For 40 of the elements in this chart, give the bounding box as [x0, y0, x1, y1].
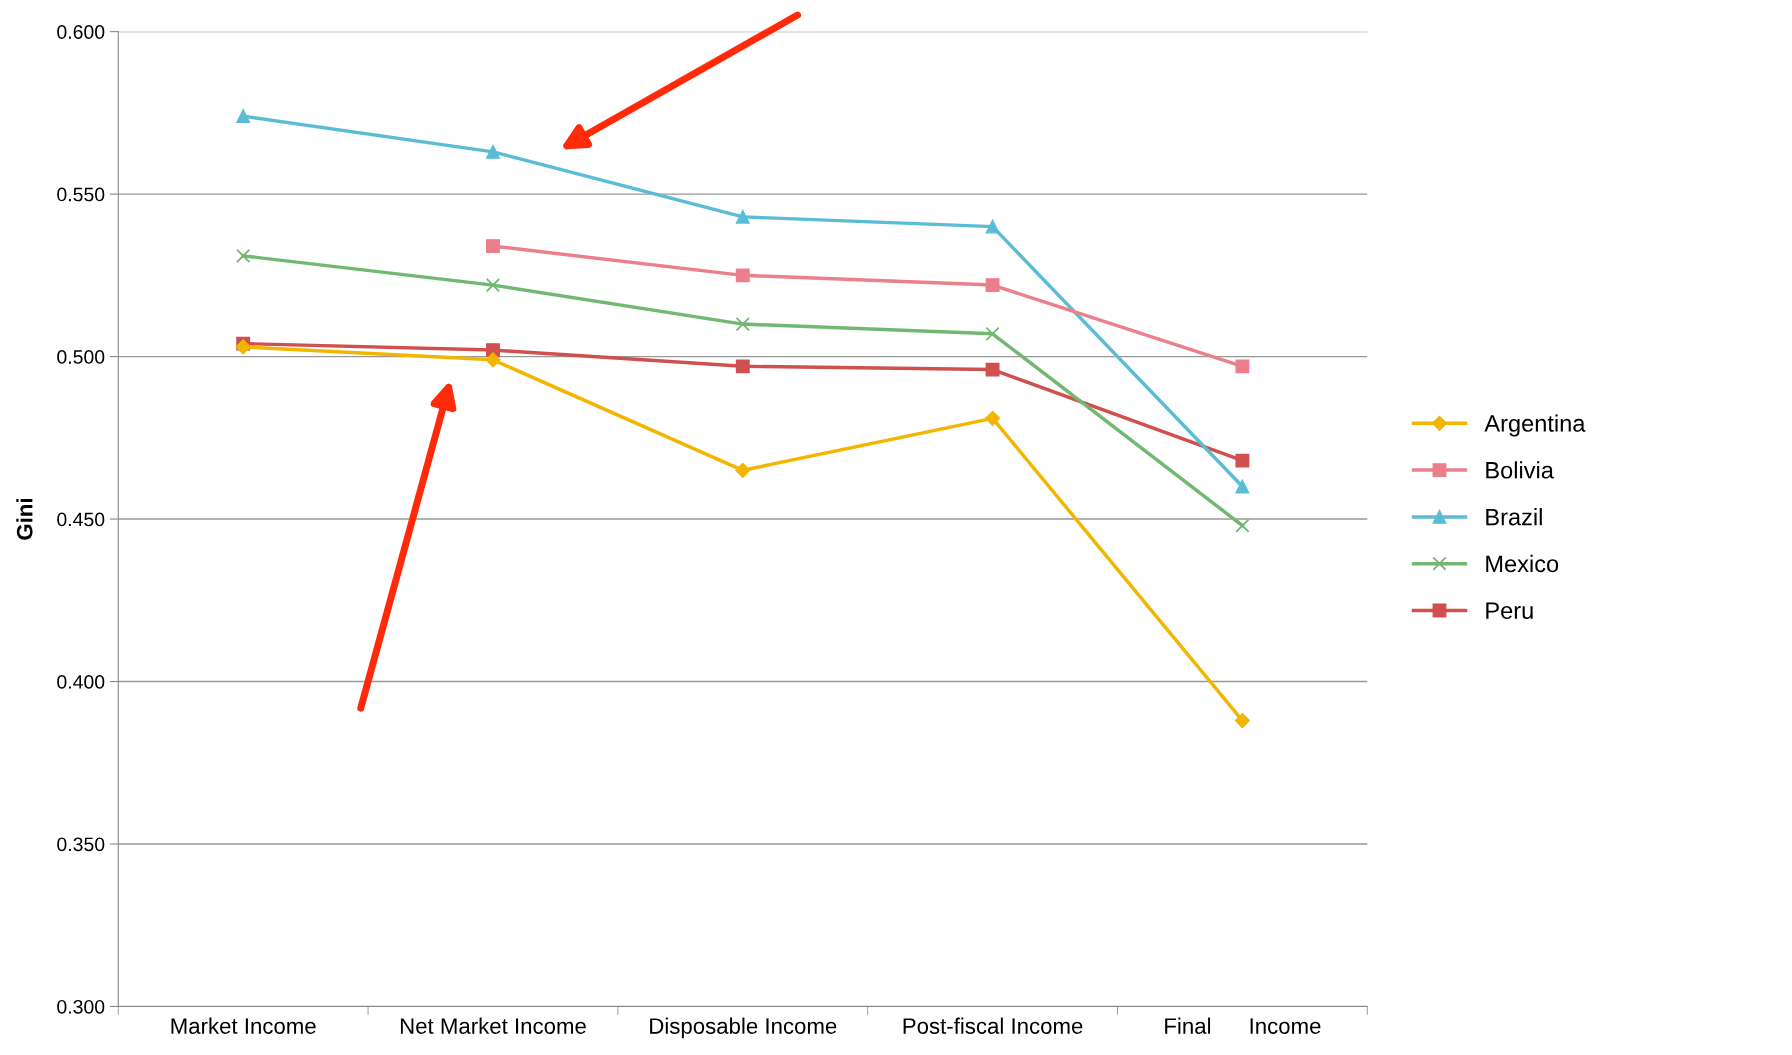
x-tick-label: Final Income	[1165, 1017, 1321, 1034]
legend-label: Mexico	[1486, 554, 1559, 573]
point	[1235, 453, 1250, 468]
point	[236, 248, 251, 264]
legend-label: Bolivia	[1486, 461, 1554, 479]
point	[985, 410, 1001, 426]
y-tick-label: 0.600	[57, 25, 105, 39]
point	[985, 278, 1000, 293]
point	[985, 219, 1000, 234]
point	[735, 359, 750, 374]
x-tick-label: Market Income	[171, 1017, 316, 1034]
y-tick-label: 0.450	[57, 512, 105, 527]
point	[1234, 712, 1250, 729]
point	[485, 352, 501, 368]
point	[735, 209, 750, 224]
legend-label: Brazil	[1486, 508, 1542, 526]
y-tick-label: 0.550	[57, 187, 105, 202]
point	[735, 316, 750, 332]
x-tick-label: Net Market Income	[400, 1017, 586, 1034]
point	[1235, 359, 1250, 374]
point	[235, 339, 251, 355]
y-tick-label: 0.300	[57, 999, 105, 1014]
point	[735, 268, 750, 283]
y-tick-label: 0.350	[57, 837, 105, 852]
legend-label: Argentina	[1484, 414, 1586, 437]
point	[486, 144, 500, 159]
point	[236, 109, 251, 124]
y-tick-label: 0.400	[57, 675, 105, 689]
point	[485, 277, 501, 293]
y-axis-title: Gini	[16, 499, 33, 540]
point	[1235, 518, 1250, 533]
x-tick-label: Disposable Income	[650, 1017, 837, 1039]
point	[1235, 479, 1250, 494]
point	[985, 326, 1000, 341]
legend-label: Peru	[1486, 602, 1533, 619]
y-tick-label: 0.500	[57, 350, 105, 364]
x-tick-label: Post-fiscal Income	[903, 1017, 1083, 1034]
point	[735, 462, 751, 478]
point	[486, 239, 500, 254]
point	[985, 362, 1000, 377]
